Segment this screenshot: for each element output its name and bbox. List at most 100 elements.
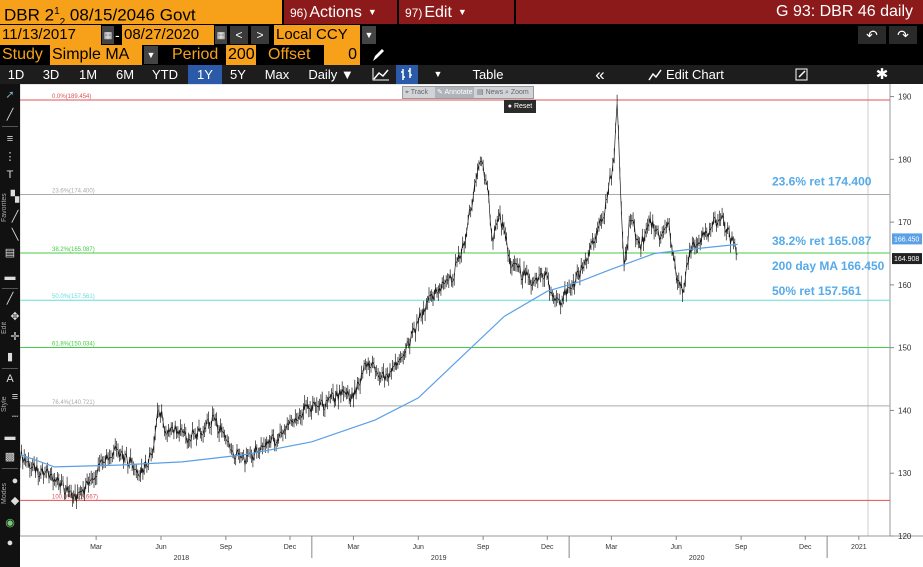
favorites-label: Favorites xyxy=(1,193,8,222)
chart-title: G 93: DBR 46 daily xyxy=(516,0,923,24)
style-label: Style xyxy=(1,396,8,412)
range-1d[interactable]: 1D xyxy=(7,67,25,82)
mode-icon[interactable]: ● xyxy=(11,475,19,487)
actions-menu[interactable]: 96) Actions ▼ xyxy=(284,0,397,24)
date-dash: - xyxy=(115,27,120,43)
collapse-button[interactable]: « xyxy=(595,65,605,84)
frequency-dropdown[interactable]: Daily ▼ xyxy=(308,67,354,82)
undo-button[interactable]: ↶ xyxy=(858,26,886,44)
line-width-icon[interactable]: ≡ xyxy=(11,391,19,403)
trend-icon[interactable]: ╱ xyxy=(11,211,19,223)
brush-icon[interactable]: ▚ xyxy=(10,191,20,203)
period-field[interactable]: 200 xyxy=(226,45,256,65)
color-icon[interactable]: ▬ xyxy=(4,431,16,443)
prev-period-button[interactable]: < xyxy=(230,26,248,44)
chart-annotation: 200 day MA 166.450 xyxy=(772,259,885,273)
end-date-field[interactable]: 08/27/2020 xyxy=(122,25,214,45)
actions-label: Actions xyxy=(309,4,362,21)
range-max[interactable]: Max xyxy=(264,67,290,82)
title-bar: DBR 212 08/15/2046 Govt 96) Actions ▼ 97) E… xyxy=(0,0,923,28)
track-tool[interactable]: ⌖ Track xyxy=(405,89,429,96)
draw-icon[interactable] xyxy=(792,65,812,84)
x-tick-label: Jun xyxy=(671,544,682,551)
date-range-row: 11/13/2017 ▦ - 08/27/2020 ▦ < > Local CC… xyxy=(0,25,923,45)
study-field[interactable]: Simple MA xyxy=(50,45,142,65)
edit-label: Edit xyxy=(424,4,452,21)
line-style-icon[interactable]: ┄ xyxy=(11,411,19,423)
calendar-icon[interactable]: ▦ xyxy=(102,26,114,44)
text-icon[interactable]: A xyxy=(6,373,14,385)
last-value-badge xyxy=(892,253,922,265)
y-tick-label: 180 xyxy=(898,155,912,164)
trash-icon[interactable]: ▮ xyxy=(6,351,14,363)
actions-num: 96) xyxy=(290,6,308,20)
line-tool-icon[interactable]: ╱ xyxy=(6,293,14,305)
annotate-label: Annotate xyxy=(444,89,473,96)
channel-icon[interactable]: ▤ xyxy=(4,247,16,259)
range-1m[interactable]: 1M xyxy=(78,67,98,82)
cursor-icon[interactable]: ➚ xyxy=(5,89,15,101)
reset-label: Reset xyxy=(513,103,533,110)
start-date-field[interactable]: 11/13/2017 xyxy=(0,25,101,45)
palette-icon[interactable]: ◉ xyxy=(5,517,15,529)
range-ytd[interactable]: YTD xyxy=(152,67,178,82)
y-tick-label: 150 xyxy=(898,344,912,353)
mode-icon[interactable]: ● xyxy=(6,537,14,549)
line-tool-icon[interactable]: ╱ xyxy=(6,109,14,121)
chevron-down-icon[interactable]: ▼ xyxy=(433,69,443,79)
range-5y[interactable]: 5Y xyxy=(230,67,246,82)
ray-icon[interactable]: ▬ xyxy=(4,271,16,283)
y-tick-label: 170 xyxy=(898,218,912,227)
offset-field[interactable]: 0 xyxy=(324,45,360,65)
zoom-tool[interactable]: ⌕ Zoom xyxy=(505,89,529,96)
mode-icon[interactable]: ◆ xyxy=(10,495,20,507)
text-tool-icon[interactable]: T xyxy=(6,169,14,181)
settings-icon[interactable]: ✱ xyxy=(875,66,889,83)
year-label: 2019 xyxy=(431,555,447,562)
price-chart: 120 130 140 150 160 170 180 190 Mar Jun Sep Dec Mar J… xyxy=(20,84,923,562)
x-tick-label: Dec xyxy=(541,544,554,551)
x-tick-label: Jun xyxy=(155,544,166,551)
fib-fan-icon[interactable]: ⋮ xyxy=(4,151,16,163)
security-rest: 08/15/2046 Govt xyxy=(65,5,196,25)
line-tool-icon[interactable]: ╲ xyxy=(11,229,19,241)
reset-button[interactable]: ● Reset xyxy=(504,100,536,113)
x-tick-label: 2021 xyxy=(851,544,867,551)
x-tick-label: Dec xyxy=(799,544,812,551)
last-value-badge xyxy=(892,233,922,245)
x-tick-label: Sep xyxy=(735,544,748,551)
chevron-down-icon[interactable]: ▼ xyxy=(144,46,158,64)
security-field[interactable]: DBR 212 08/15/2046 Govt xyxy=(0,0,282,28)
range-3d[interactable]: 3D xyxy=(42,67,60,82)
edit-chart-icon[interactable] xyxy=(646,65,664,84)
chart-area[interactable]: 120 130 140 150 160 170 180 190 Mar Jun Sep Dec Mar J… xyxy=(20,84,923,567)
chart-tool-palette: ⌖ Track ✎ Annotate ▤ News ⌕ Zoom xyxy=(402,86,534,99)
fill-icon[interactable]: ▩ xyxy=(4,451,16,463)
annotate-tool[interactable]: ✎ Annotate xyxy=(435,87,475,98)
fib-icon[interactable]: ≡ xyxy=(6,133,14,145)
table-button[interactable]: Table xyxy=(472,67,504,82)
actions-caret-icon: ▼ xyxy=(367,7,377,17)
bar-chart-icon[interactable] xyxy=(396,65,418,84)
pencil-icon[interactable] xyxy=(370,45,386,65)
range-6m[interactable]: 6M xyxy=(115,67,135,82)
news-tool[interactable]: ▤ News xyxy=(477,89,504,96)
edit-chart-button[interactable]: Edit Chart xyxy=(666,67,724,82)
currency-field[interactable]: Local CCY xyxy=(274,25,360,45)
plus-icon[interactable]: ✛ xyxy=(10,331,20,343)
range-1y[interactable]: 1Y xyxy=(188,65,222,84)
divider xyxy=(2,288,18,289)
edit-menu[interactable]: 97) Edit ▼ xyxy=(399,0,514,24)
x-tick-label: Mar xyxy=(605,544,618,551)
study-row: Study Simple MA ▼ Period 200 Offset 0 xyxy=(0,45,923,65)
move-icon[interactable]: ✥ xyxy=(10,311,20,323)
edit-label: Edit xyxy=(1,321,8,334)
edit-caret-icon: ▼ xyxy=(457,7,467,17)
next-period-button[interactable]: > xyxy=(251,26,269,44)
redo-button[interactable]: ↷ xyxy=(889,26,917,44)
fib-level-label: 23.6%(174.400) xyxy=(52,188,95,194)
line-chart-icon[interactable] xyxy=(370,65,392,84)
calendar-icon[interactable]: ▦ xyxy=(215,26,227,44)
chevron-down-icon[interactable]: ▼ xyxy=(362,26,376,44)
